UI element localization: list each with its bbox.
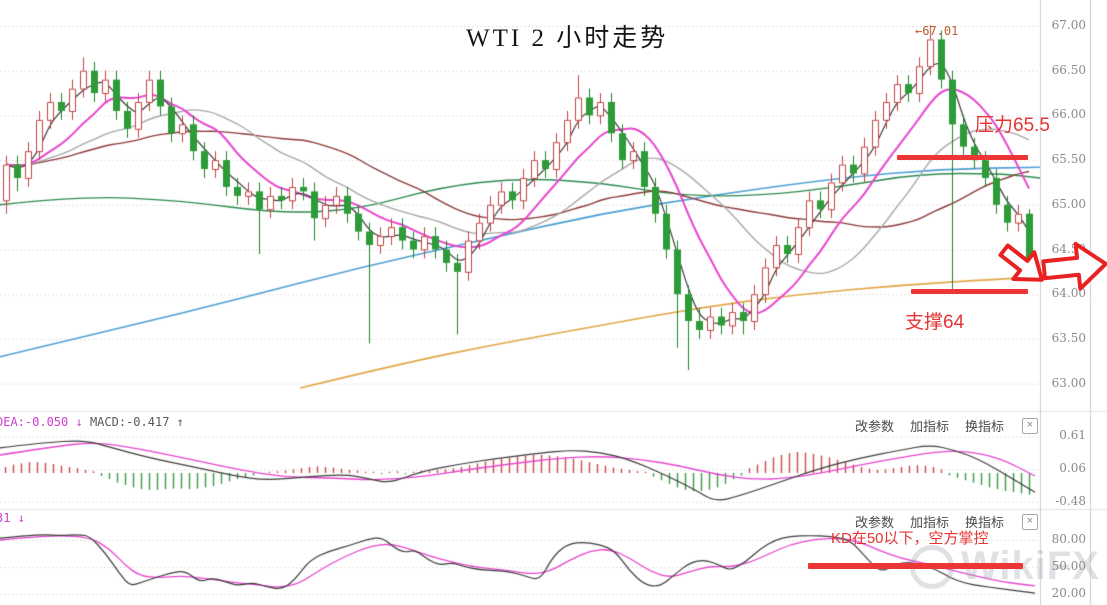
kd-indicator-header: 31 ↓ — [0, 511, 25, 525]
support-label: 支撑64 — [905, 312, 965, 333]
kd-annotation-label: KD在50以下，空方掌控 — [831, 530, 989, 547]
kd-switch-indicator-button[interactable]: 换指标 — [964, 515, 1004, 530]
dea-down-arrow-icon: ↓ — [75, 415, 83, 429]
kd-close-button[interactable]: × — [1022, 513, 1038, 530]
support-line — [911, 289, 1028, 294]
resistance-label: 压力65.5 — [975, 115, 1050, 136]
price-axis-label: 65.50 — [1051, 152, 1086, 167]
kd-down-arrow-icon: ↓ — [17, 511, 25, 525]
kd-value: 31 — [0, 511, 11, 525]
price-axis-label: 65.00 — [1051, 196, 1086, 211]
price-axis-label: 63.00 — [1051, 375, 1086, 390]
resistance-line — [897, 155, 1028, 160]
kd-axis-label: 20.00 — [1051, 586, 1086, 600]
macd-change-params-button[interactable]: 改参数 — [854, 419, 894, 434]
price-axis-label: 66.50 — [1051, 62, 1086, 77]
kd-change-params-button[interactable]: 改参数 — [854, 515, 894, 530]
macd-value: MACD:-0.417 — [89, 415, 170, 429]
right-arrow-icon — [1041, 241, 1107, 291]
macd-add-indicator-button[interactable]: 加指标 — [909, 419, 949, 434]
macd-close-button[interactable]: × — [1022, 417, 1038, 434]
high-price-label: ←67.01 — [915, 24, 959, 38]
close-icon: × — [1026, 418, 1034, 431]
kd-panel-toolbar: 改参数 加指标 换指标 × — [855, 512, 1038, 531]
price-axis-label: 67.00 — [1051, 18, 1086, 32]
kd-axis-label: 50.00 — [1051, 559, 1086, 573]
price-axis-label: 64.00 — [1051, 286, 1086, 301]
dea-value: DEA:-0.050 — [0, 415, 69, 429]
macd-axis-label: 0.61 — [1059, 428, 1086, 443]
down-right-arrow-icon — [998, 243, 1044, 282]
macd-axis-label: 0.06 — [1059, 461, 1086, 476]
price-axis-label: 66.00 — [1051, 107, 1086, 122]
kd-level-line — [808, 563, 1023, 569]
macd-indicator-header: DEA:-0.050 ↓ MACD:-0.417 ↑ — [0, 415, 184, 429]
close-icon: × — [1026, 514, 1034, 527]
macd-panel-toolbar: 改参数 加指标 换指标 × — [855, 416, 1038, 435]
kd-axis-label: 80.00 — [1051, 532, 1086, 546]
chart-title: WTI 2 小时走势 — [466, 25, 669, 52]
macd-axis-label: -0.48 — [1055, 493, 1086, 508]
macd-up-arrow-icon: ↑ — [176, 415, 184, 429]
kd-add-indicator-button[interactable]: 加指标 — [909, 515, 949, 530]
price-axis-label: 63.50 — [1051, 330, 1086, 345]
macd-switch-indicator-button[interactable]: 换指标 — [964, 419, 1004, 434]
